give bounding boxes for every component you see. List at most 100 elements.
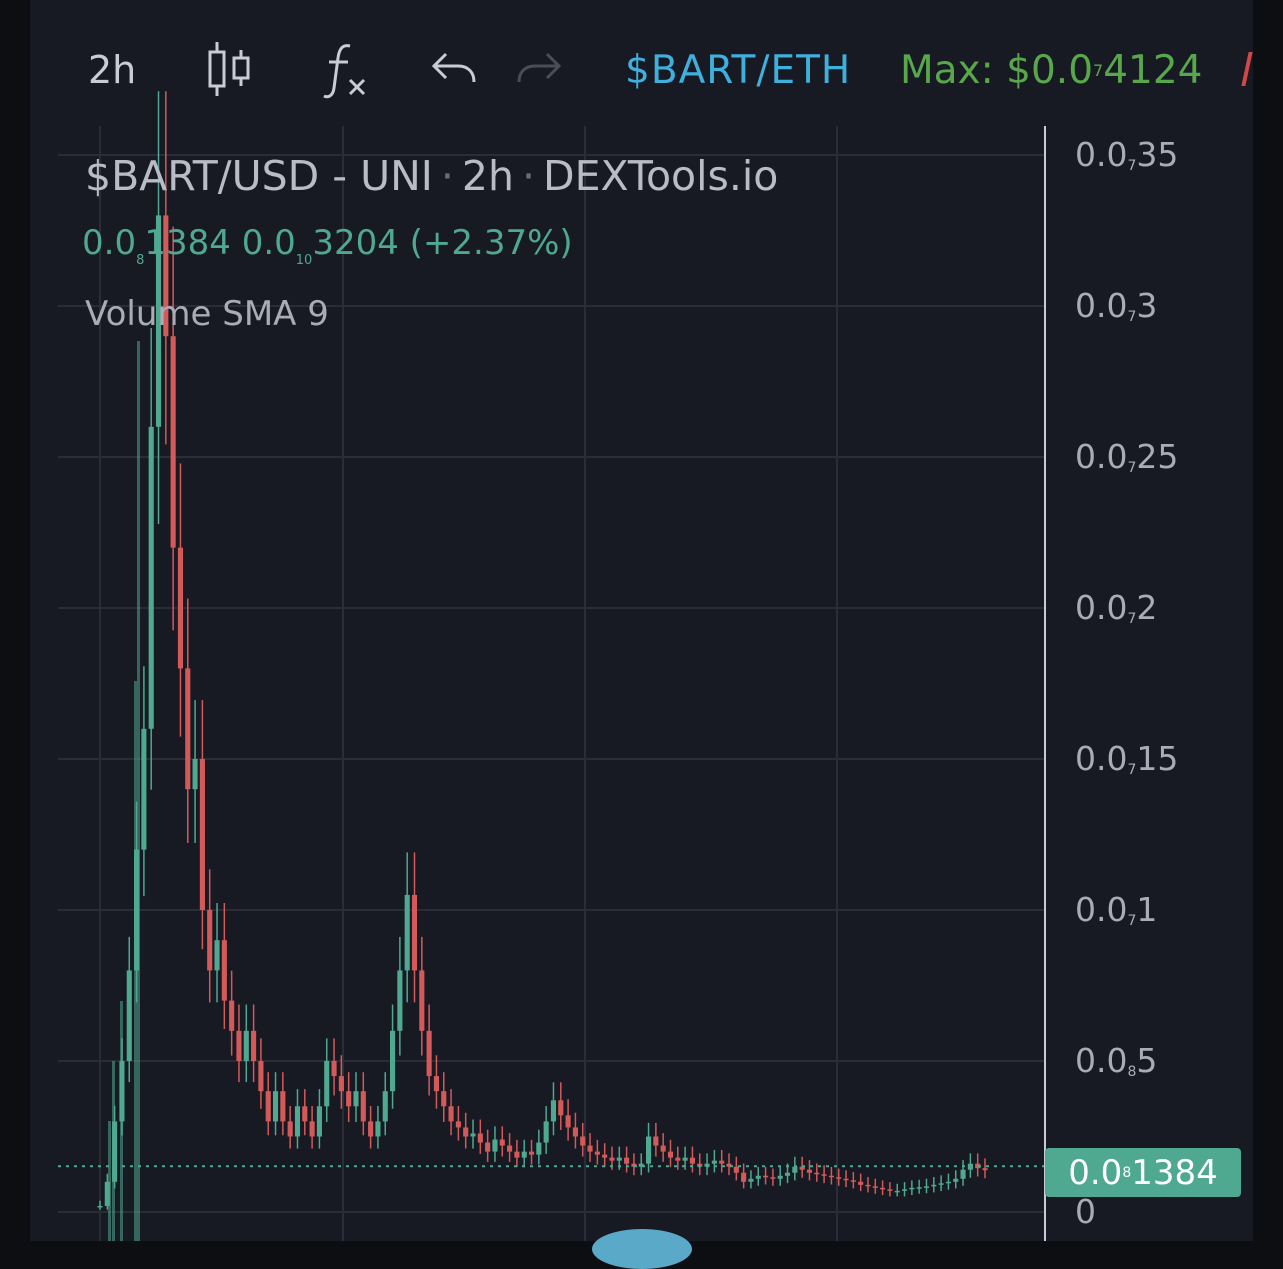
chart-grid	[58, 126, 1045, 1241]
last-price-badge: 0.0 8 1384	[1045, 1148, 1241, 1197]
candle-body	[587, 1145, 593, 1152]
candle-body	[580, 1136, 586, 1146]
candle-body	[338, 1076, 344, 1092]
y-tick-label: 0.0725	[1075, 437, 1179, 476]
max-price-label: Max: $0.0 7 4124	[900, 40, 1202, 100]
candle-body	[463, 1127, 469, 1137]
candlestick-icon[interactable]	[205, 40, 255, 100]
max-price-sub: 7	[1093, 60, 1104, 80]
y-tick-label: 0.072	[1075, 588, 1158, 627]
candle-body	[682, 1157, 688, 1161]
legend-symbol: $BART/USD - UNI	[85, 152, 433, 200]
candle-body	[485, 1142, 491, 1152]
volume-bar	[108, 1121, 111, 1241]
candle-body	[931, 1184, 937, 1187]
function-icon[interactable]	[320, 40, 372, 100]
y-tick-label: 0.071	[1075, 890, 1158, 929]
candle-body	[433, 1076, 440, 1092]
candle-body	[119, 1061, 125, 1122]
scroll-button[interactable]	[592, 1229, 692, 1269]
candle-body	[375, 1121, 381, 1137]
candle-body	[265, 1091, 271, 1122]
candle-body	[660, 1145, 666, 1152]
candle-body	[97, 1205, 103, 1208]
candle-body	[192, 759, 198, 790]
legend-price-a: 0.081384	[82, 223, 231, 268]
candle-body	[741, 1172, 747, 1182]
candle-body	[865, 1184, 871, 1187]
redo-icon[interactable]	[515, 40, 563, 100]
candle-body	[331, 1061, 337, 1077]
y-tick-label: 0	[1075, 1192, 1096, 1231]
candle-body	[243, 1030, 249, 1061]
legend-source: DEXTools.io	[543, 152, 779, 200]
candle-body	[667, 1151, 674, 1158]
candle-body	[792, 1166, 798, 1173]
candle-body	[616, 1157, 622, 1161]
chart-panel	[30, 0, 1253, 1241]
candle-body	[419, 970, 425, 1031]
candle-body	[148, 426, 154, 729]
candle-body	[945, 1181, 951, 1184]
candle-body	[543, 1121, 549, 1143]
candle-body	[280, 1091, 286, 1122]
legend-change: (+2.37%)	[409, 223, 573, 263]
candle-body	[324, 1061, 330, 1107]
candle-body	[711, 1160, 717, 1164]
candle-body	[177, 547, 184, 669]
candle-body	[112, 1121, 118, 1182]
candle-body	[719, 1160, 725, 1164]
candle-body	[858, 1181, 864, 1185]
candle-body	[704, 1163, 710, 1167]
candle-body	[134, 849, 140, 971]
candle-body	[477, 1133, 483, 1143]
candle-body	[799, 1166, 805, 1170]
candle-body	[309, 1121, 315, 1137]
candle-body	[492, 1139, 498, 1152]
candle-body	[689, 1157, 695, 1164]
pair-selector[interactable]: $BART/ETH	[625, 47, 852, 93]
price-chart[interactable]	[0, 0, 1283, 1241]
candle-body	[404, 894, 410, 971]
candle-body	[836, 1177, 842, 1179]
candle-body	[894, 1190, 900, 1193]
candle-body	[638, 1163, 644, 1167]
y-tick-label: 0.085	[1075, 1041, 1158, 1080]
undo-icon[interactable]	[430, 40, 478, 100]
candle-body	[675, 1157, 681, 1161]
candle-body	[302, 1106, 308, 1122]
max-price-prefix: Max: $0.0	[900, 47, 1094, 93]
candle-body	[353, 1091, 359, 1107]
legend-price-b: 0.0103204	[241, 223, 399, 268]
candle-body	[828, 1175, 834, 1178]
candle-body	[368, 1121, 374, 1137]
candle-body	[221, 940, 227, 1001]
candle-body	[507, 1145, 513, 1152]
candle-body	[390, 1030, 396, 1092]
candle-body	[572, 1127, 578, 1137]
legend-title: $BART/USD - UNI · 2h · DEXTools.io	[85, 152, 779, 200]
candle-body	[229, 1000, 235, 1031]
candle-body	[982, 1168, 988, 1171]
legend-prices: 0.081384 0.0103204 (+2.37%)	[82, 223, 573, 268]
candle-body	[214, 940, 220, 971]
candle-body	[199, 759, 205, 910]
volume-indicator-label[interactable]: Volume SMA 9	[85, 294, 329, 334]
candle-body	[916, 1187, 922, 1189]
candle-body	[558, 1100, 564, 1116]
candle-body	[141, 728, 147, 850]
candle-body	[455, 1121, 461, 1128]
candle-body	[565, 1115, 571, 1128]
candle-body	[346, 1091, 352, 1107]
candle-body	[294, 1106, 301, 1137]
candle-body	[155, 215, 162, 427]
candle-body	[251, 1030, 257, 1061]
candle-body	[733, 1166, 739, 1173]
candle-body	[748, 1178, 754, 1182]
candle-body	[777, 1175, 783, 1179]
candle-body	[536, 1142, 542, 1155]
candle-body	[448, 1106, 454, 1122]
timeframe-button[interactable]: 2h	[88, 48, 137, 92]
candle-body	[784, 1172, 791, 1176]
volume-bar	[137, 341, 140, 1241]
